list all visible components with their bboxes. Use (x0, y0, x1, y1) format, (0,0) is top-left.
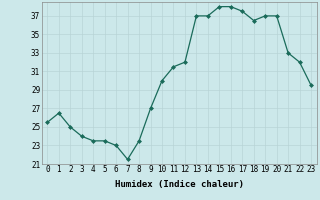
X-axis label: Humidex (Indice chaleur): Humidex (Indice chaleur) (115, 180, 244, 189)
